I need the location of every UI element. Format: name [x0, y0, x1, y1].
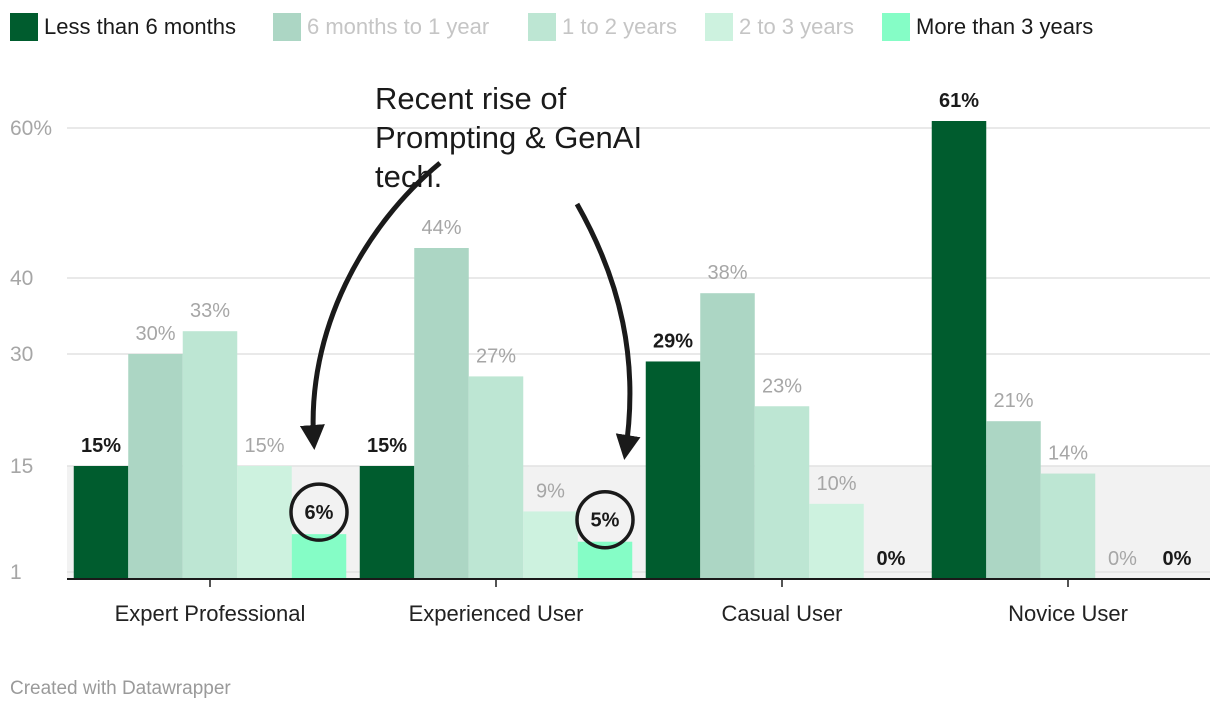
- x-tick-label-expert-professional: Expert Professional: [115, 601, 306, 626]
- value-label-experienced-user-1-to-2-years: 27%: [476, 345, 516, 367]
- value-label-expert-professional-1-to-2-years: 33%: [190, 300, 230, 322]
- value-labels: 15% 30% 33% 15% 6% 15% 44% 27% 9% 5% 29% 38% 23% 10% 0…: [81, 90, 1192, 570]
- bar-expert-professional-1-to-2-years: [182, 331, 238, 579]
- value-label-novice-user-6-months-to-1-year: 21%: [993, 390, 1033, 412]
- value-label-novice-user-more-than-3-years: 0%: [1163, 548, 1192, 570]
- credit-text: Created with Datawrapper: [10, 678, 231, 699]
- bar-casual-user-2-to-3-years: [809, 503, 864, 579]
- value-label-expert-professional-2-to-3-years: 15%: [244, 435, 284, 457]
- bar-experienced-user-1-to-2-years: [468, 376, 524, 579]
- value-label-experienced-user-2-to-3-years: 9%: [536, 480, 565, 502]
- legend-label-more-than-3-years: More than 3 years: [916, 14, 1093, 39]
- legend-swatch-less-than-6-months: [10, 13, 38, 41]
- value-label-casual-user-more-than-3-years: 0%: [877, 548, 906, 570]
- legend-swatch-more-than-3-years: [882, 13, 910, 41]
- value-label-experienced-user-more-than-3-years: 5%: [591, 510, 620, 532]
- x-tick-label-experienced-user: Experienced User: [409, 601, 584, 626]
- bar-novice-user-6-months-to-1-year: [986, 421, 1041, 579]
- value-label-expert-professional-more-than-3-years: 6%: [305, 502, 334, 524]
- annotation-line-2: Prompting & GenAI: [375, 120, 642, 155]
- highlight-circle-experienced-user: [575, 489, 635, 550]
- value-label-experienced-user-less-than-6-months: 15%: [367, 435, 407, 457]
- annotation-text: Recent rise of Prompting & GenAI tech.: [375, 81, 642, 194]
- annotation-arrow-right: [574, 202, 641, 460]
- value-label-casual-user-2-to-3-years: 10%: [816, 473, 856, 495]
- bar-experienced-user-2-to-3-years: [523, 511, 578, 579]
- value-label-novice-user-1-to-2-years: 14%: [1048, 443, 1088, 465]
- y-tick-label-60: 60%: [10, 117, 52, 140]
- value-label-expert-professional-6-months-to-1-year: 30%: [135, 323, 175, 345]
- legend-label-1-to-2-years: 1 to 2 years: [562, 14, 677, 39]
- value-label-novice-user-2-to-3-years: 0%: [1108, 548, 1137, 570]
- value-label-casual-user-6-months-to-1-year: 38%: [707, 262, 747, 284]
- value-label-casual-user-less-than-6-months: 29%: [653, 330, 693, 352]
- bar-experienced-user-6-months-to-1-year: [414, 248, 469, 579]
- value-label-expert-professional-less-than-6-months: 15%: [81, 435, 121, 457]
- value-label-experienced-user-6-months-to-1-year: 44%: [421, 217, 461, 239]
- annotation: Recent rise of Prompting & GenAI tech.: [299, 81, 642, 460]
- legend-swatch-2-to-3-years: [705, 13, 733, 41]
- bar-experienced-user-less-than-6-months: [359, 466, 415, 579]
- bar-novice-user-1-to-2-years: [1040, 473, 1096, 579]
- annotation-line-3: tech.: [375, 159, 442, 194]
- bar-casual-user-less-than-6-months: [645, 361, 701, 579]
- annotation-line-1: Recent rise of: [375, 81, 567, 116]
- legend: Less than 6 months 6 months to 1 year 1 to…: [10, 13, 1093, 41]
- bar-novice-user-less-than-6-months: [931, 121, 987, 579]
- bar-expert-professional-less-than-6-months: [73, 466, 129, 579]
- legend-swatch-6-months-to-1-year: [273, 13, 301, 41]
- y-tick-label-40: 40: [10, 267, 33, 290]
- x-tick-label-novice-user: Novice User: [1008, 601, 1128, 626]
- value-label-novice-user-less-than-6-months: 61%: [939, 90, 979, 112]
- legend-swatch-1-to-2-years: [528, 13, 556, 41]
- legend-label-less-than-6-months: Less than 6 months: [44, 14, 236, 39]
- annotation-arrow-left: [299, 161, 442, 450]
- x-tick-label-casual-user: Casual User: [721, 601, 842, 626]
- y-tick-label-1: 1: [10, 561, 22, 584]
- legend-label-2-to-3-years: 2 to 3 years: [739, 14, 854, 39]
- value-label-casual-user-1-to-2-years: 23%: [762, 375, 802, 397]
- bar-expert-professional-6-months-to-1-year: [128, 354, 183, 579]
- highlight-circle-expert-professional: [289, 482, 349, 542]
- x-axis: Expert Professional Experienced User Casua…: [67, 578, 1210, 626]
- bar-expert-professional-2-to-3-years: [237, 466, 292, 579]
- y-tick-label-30: 30: [10, 343, 33, 366]
- legend-label-6-months-to-1-year: 6 months to 1 year: [307, 14, 489, 39]
- bar-casual-user-1-to-2-years: [754, 406, 810, 579]
- y-tick-label-15: 15: [10, 455, 33, 478]
- bars: [73, 121, 1096, 579]
- bar-casual-user-6-months-to-1-year: [700, 293, 755, 579]
